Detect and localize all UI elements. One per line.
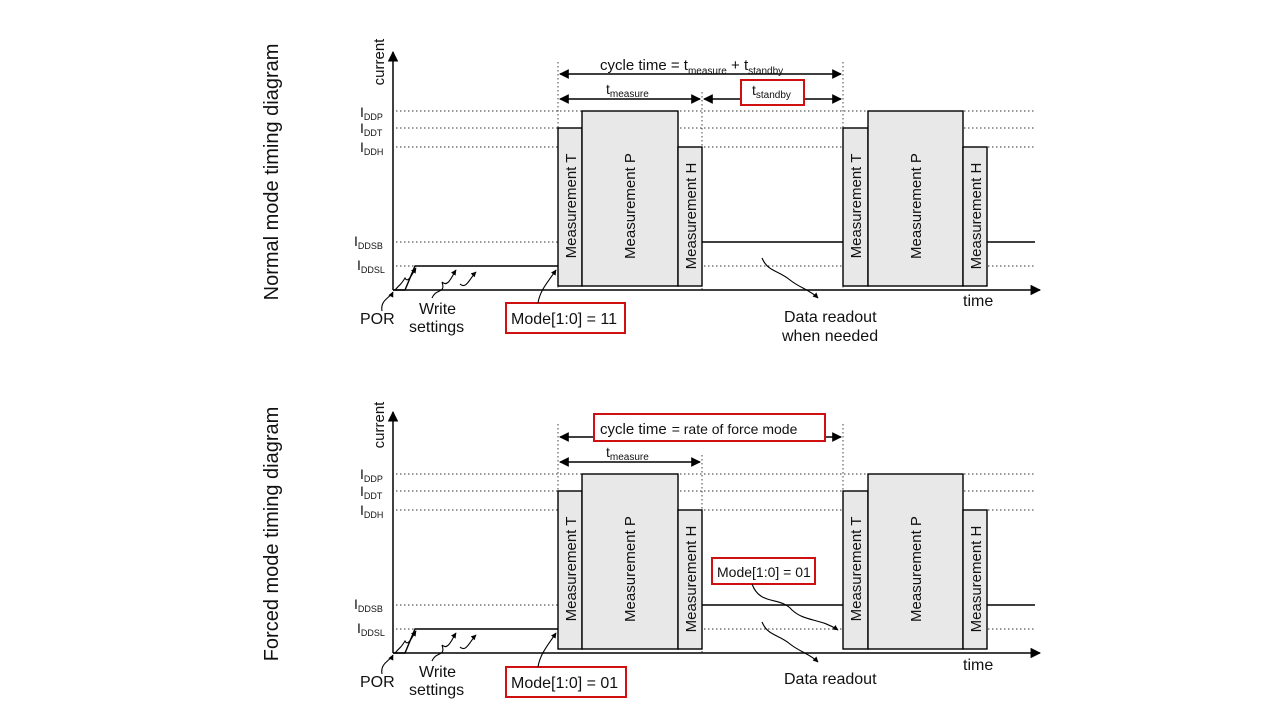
forced-label-meas-p-2: Measurement P — [908, 516, 925, 622]
forced-waveform-sleep — [393, 628, 558, 654]
normal-waveform-sleep — [393, 265, 558, 291]
normal-level-iddsb: IDDSB — [354, 233, 383, 251]
normal-por-label: POR — [360, 311, 395, 328]
forced-block-measurement-t-2 — [842, 490, 869, 650]
forced-level-iddp: IDDP — [360, 466, 383, 484]
normal-tmeasure-label: tmeasure — [606, 81, 649, 100]
normal-diagram-title: Normal mode timing diagram — [261, 44, 283, 301]
forced-por-label: POR — [360, 674, 395, 691]
forced-x-axis-label: time — [963, 657, 993, 674]
normal-block-measurement-h-1 — [677, 146, 703, 287]
normal-block-measurement-t-1 — [557, 127, 583, 287]
forced-y-axis-label: current — [371, 401, 388, 449]
forced-label-meas-p-1: Measurement P — [622, 516, 639, 622]
normal-mode-diagram: Normal mode timing diagram current time … — [261, 38, 1042, 345]
forced-cycle-time-label: cycle time = rate of force mode — [600, 421, 798, 438]
forced-level-iddh: IDDH — [360, 502, 383, 520]
forced-level-iddt: IDDT — [360, 483, 383, 501]
normal-write-label: Write — [419, 301, 456, 318]
forced-block-measurement-p-1 — [581, 473, 679, 650]
forced-block-measurement-h-2 — [962, 509, 988, 650]
forced-mode-inner-label: Mode[1:0] = 01 — [717, 564, 811, 580]
normal-mode-label: Mode[1:0] = 11 — [511, 311, 617, 328]
normal-readout-label-1: Data readout — [784, 309, 877, 326]
forced-block-measurement-h-1 — [677, 509, 703, 650]
forced-cycle-time-highlight — [593, 413, 826, 442]
forced-mode-inner-highlight — [711, 557, 816, 585]
forced-write-label: Write — [419, 664, 456, 681]
forced-level-iddsb: IDDSB — [354, 596, 383, 614]
normal-level-iddh: IDDH — [360, 139, 383, 157]
normal-tstandby-highlight — [740, 79, 805, 106]
forced-block-measurement-t-1 — [557, 490, 583, 650]
forced-mode-label: Mode[1:0] = 01 — [511, 675, 618, 692]
normal-readout-label-2: when needed — [781, 328, 878, 345]
normal-level-iddp: IDDP — [360, 104, 383, 122]
forced-settings-label: settings — [409, 682, 464, 699]
normal-label-meas-t-2: Measurement T — [848, 154, 865, 259]
normal-level-iddsl: IDDSL — [357, 257, 385, 275]
normal-cycle-time-label: cycle time = tmeasure + tstandby — [600, 57, 783, 77]
normal-block-measurement-p-2 — [867, 110, 964, 287]
normal-y-axis-label: current — [371, 38, 388, 86]
normal-x-axis-label: time — [963, 293, 993, 310]
forced-mode-highlight — [505, 666, 627, 698]
normal-label-meas-h-2: Measurement H — [968, 163, 985, 270]
forced-diagram-title: Forced mode timing diagram — [261, 407, 283, 662]
forced-label-meas-h-2: Measurement H — [968, 526, 985, 633]
normal-label-meas-t-1: Measurement T — [563, 154, 580, 259]
normal-label-meas-p-1: Measurement P — [622, 153, 639, 259]
normal-tstandby-label: tstandby — [752, 82, 791, 101]
forced-readout-label: Data readout — [784, 671, 877, 688]
normal-settings-label: settings — [409, 319, 464, 336]
normal-block-measurement-t-2 — [842, 127, 869, 287]
forced-mode-diagram: Forced mode timing diagram current time … — [261, 401, 1042, 699]
forced-label-meas-t-1: Measurement T — [563, 517, 580, 622]
normal-label-meas-h-1: Measurement H — [683, 163, 700, 270]
normal-label-meas-p-2: Measurement P — [908, 153, 925, 259]
normal-block-measurement-h-2 — [962, 146, 988, 287]
forced-block-measurement-p-2 — [867, 473, 964, 650]
normal-mode-highlight — [505, 302, 626, 334]
normal-level-iddt: IDDT — [360, 120, 383, 138]
forced-label-meas-t-2: Measurement T — [848, 517, 865, 622]
forced-label-meas-h-1: Measurement H — [683, 526, 700, 633]
forced-level-iddsl: IDDSL — [357, 620, 385, 638]
forced-tmeasure-label: tmeasure — [606, 444, 649, 463]
